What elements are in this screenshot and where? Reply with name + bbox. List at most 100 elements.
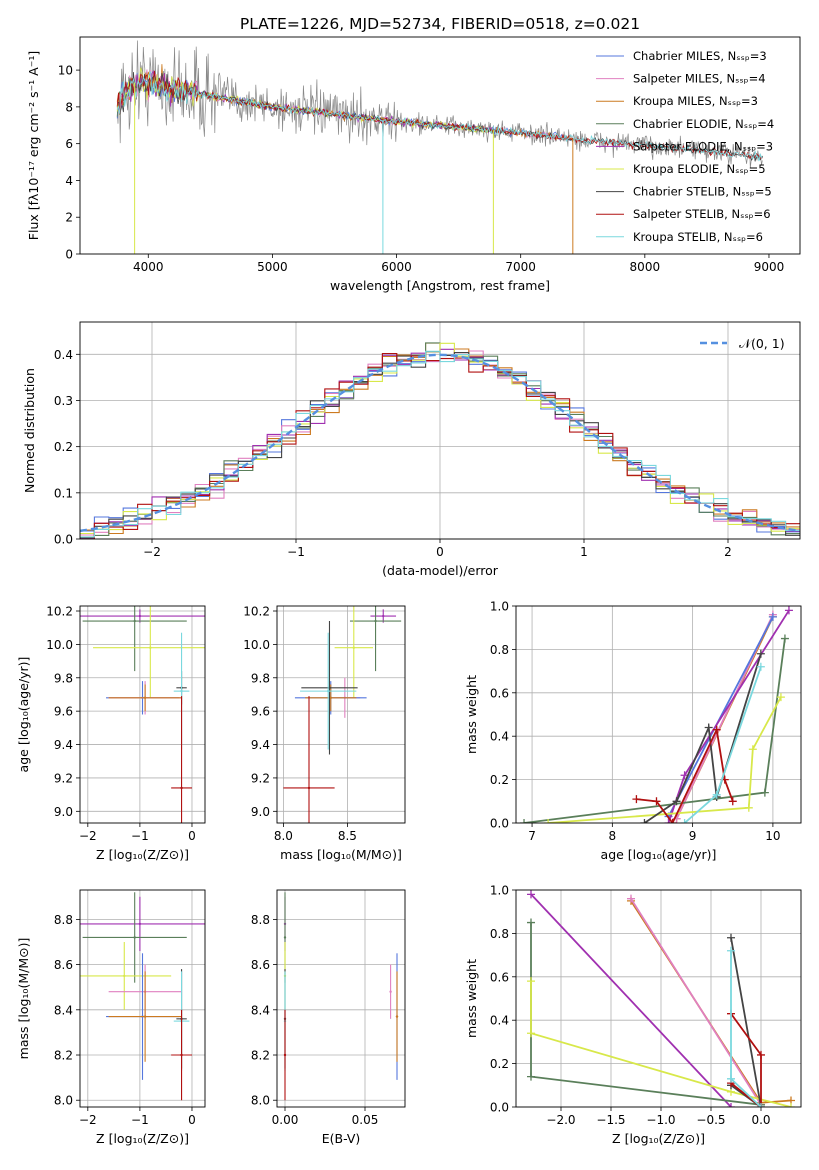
x-tick-label: −1 <box>287 545 305 559</box>
y-tick-label: 9.8 <box>54 671 73 685</box>
data-point <box>180 1053 183 1057</box>
y-tick-label: 9.8 <box>251 671 270 685</box>
y-tick-label: 0.4 <box>54 348 73 362</box>
weight-point-marker <box>520 819 529 823</box>
plot-area-age_vs_Z <box>80 606 205 823</box>
axes-frame <box>79 605 206 824</box>
y-tick-label: 8.6 <box>54 958 73 972</box>
axes-frame <box>276 605 406 824</box>
y-tick-label: 0.8 <box>490 643 509 657</box>
plot-area-age_vs_mass <box>283 606 402 823</box>
x-tick-label: −2 <box>79 1113 97 1127</box>
plot-area-spectrum <box>116 40 764 254</box>
data-point <box>329 696 332 700</box>
plot-area-weight_vs_Z <box>527 890 795 1107</box>
x-axis-label: Z [log₁₀(Z/Z⊙)] <box>96 1131 189 1146</box>
plot-area-weight_vs_age <box>520 606 793 823</box>
plot-area-mass_vs_Z <box>80 892 205 1101</box>
weight-series-line <box>630 898 762 1106</box>
legend-entry: Chabrier ELODIE, Nₛₛₚ=4 <box>633 117 774 131</box>
data-point <box>180 786 183 790</box>
y-tick-label: 0.2 <box>54 440 73 454</box>
x-axis-label: Z [log₁₀(Z/Z⊙)] <box>96 847 189 862</box>
x-tick-label: 7 <box>528 829 536 843</box>
data-point <box>138 922 142 926</box>
data-point <box>143 696 147 700</box>
y-tick-label: 0 <box>65 248 73 262</box>
y-axis-label: mass weight <box>464 959 479 1038</box>
panel-spectrum: 4000 5000 6000 7000 8000 9000 0 2 4 6 8 10 wavelengt… <box>26 36 801 293</box>
x-tick-label: 0.0 <box>751 1113 770 1127</box>
x-tick-label: 10 <box>765 829 780 843</box>
x-tick-label: 2 <box>724 545 732 559</box>
data-point <box>389 990 392 993</box>
weight-point-marker <box>527 890 535 899</box>
data-point <box>328 686 331 689</box>
x-tick-label: 6000 <box>381 260 412 274</box>
x-tick-label: −1.5 <box>596 1113 625 1127</box>
weight-series-line <box>523 638 786 823</box>
data-point <box>307 786 311 790</box>
spectrum-legend: Chabrier MILES, Nₛₛₚ=3 Salpeter MILES, Nₛ… <box>596 49 774 244</box>
data-point <box>395 1015 399 1018</box>
x-axis-label: age [log₁₀(age/yr)] <box>601 847 717 862</box>
weight-point-marker <box>627 894 635 903</box>
weight-point-marker <box>712 725 721 734</box>
x-axis-label: wavelength [Angstrom, rest frame] <box>330 278 550 293</box>
weight-point-marker <box>544 819 553 823</box>
x-tick-label: 5000 <box>257 260 288 274</box>
x-tick-label: 4000 <box>133 260 164 274</box>
y-tick-label: 0.8 <box>490 927 509 941</box>
y-axis-label: mass weight <box>464 675 479 754</box>
panel-weight_vs_age: 7 8 9 10 0.0 0.2 0.4 0.6 0.8 1.0 age [log₁₀(age/yr… <box>464 600 802 862</box>
y-tick-label: 0.0 <box>490 817 509 831</box>
weight-point-marker <box>668 819 677 823</box>
weight-point-marker <box>757 1103 765 1107</box>
x-tick-label: 8000 <box>630 260 661 274</box>
y-tick-label: 4 <box>65 174 73 188</box>
y-axis-label: mass [log₁₀(M/M⊙)] <box>16 938 31 1060</box>
x-tick-label: −0.5 <box>696 1113 725 1127</box>
x-tick-label: 0.00 <box>272 1113 299 1127</box>
y-tick-label: 9.2 <box>54 771 73 785</box>
panel-mass_vs_ebv: 0.00 0.05 8.0 8.2 8.4 8.6 8.8 E(B-V) <box>251 889 406 1146</box>
data-point <box>327 689 330 693</box>
y-tick-label: 8.8 <box>54 913 73 927</box>
weight-point-marker <box>727 1103 735 1107</box>
legend-entry: 𝒩(0, 1) <box>739 336 785 351</box>
y-tick-label: 1.0 <box>490 884 509 898</box>
x-tick-label: 7000 <box>505 260 536 274</box>
x-axis-label: Z [log₁₀(Z/Z⊙)] <box>612 1131 705 1146</box>
x-tick-label: 0 <box>436 545 444 559</box>
y-tick-label: 9.2 <box>251 771 270 785</box>
x-tick-label: 0 <box>188 829 196 843</box>
y-tick-label: 0.6 <box>490 970 509 984</box>
y-tick-label: 9.4 <box>54 738 73 752</box>
legend-entry: Kroupa STELIB, Nₛₛₚ=6 <box>633 230 763 244</box>
data-point <box>138 614 142 618</box>
weight-point-marker <box>780 634 789 643</box>
data-point <box>352 646 355 649</box>
panel-residual_hist: −2 −1 0 1 2 0.0 0.1 0.2 0.3 0.4 (data-model)/error… <box>22 321 801 578</box>
weight-point-marker <box>527 977 535 986</box>
legend-entry: Kroupa ELODIE, Nₛₛₚ=5 <box>633 162 766 176</box>
y-tick-label: 9.0 <box>251 805 270 819</box>
weight-point-marker <box>757 1050 765 1059</box>
x-tick-label: −1 <box>131 829 149 843</box>
x-tick-label: 8 <box>609 829 617 843</box>
y-tick-label: 2 <box>65 211 73 225</box>
y-tick-label: 10.0 <box>243 638 270 652</box>
weight-series-line <box>548 696 782 823</box>
weight-point-marker <box>672 797 681 806</box>
weight-point-marker <box>760 788 769 797</box>
data-point <box>133 936 136 939</box>
data-point <box>382 614 385 618</box>
y-tick-label: 8.2 <box>251 1049 270 1063</box>
x-tick-label: 9000 <box>754 260 785 274</box>
weight-point-marker <box>727 946 735 955</box>
data-point <box>149 646 152 649</box>
model-spectrum-line <box>116 71 763 162</box>
legend-entry: Salpeter ELODIE, Nₛₛₚ=3 <box>633 139 773 153</box>
y-tick-label: 9.4 <box>251 738 270 752</box>
y-tick-label: 8.6 <box>251 958 270 972</box>
